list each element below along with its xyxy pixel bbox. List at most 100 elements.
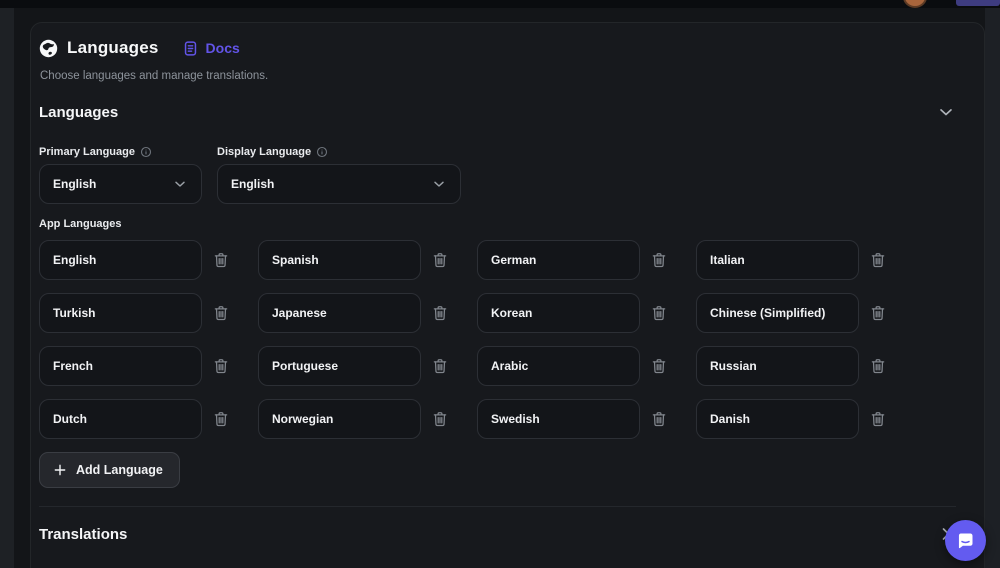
language-input[interactable]: Norwegian xyxy=(258,399,421,439)
language-input-value: Spanish xyxy=(272,253,319,267)
trash-icon xyxy=(433,359,447,374)
language-item: Chinese (Simplified) xyxy=(696,293,915,333)
trash-icon-button[interactable] xyxy=(212,250,230,270)
language-input[interactable]: French xyxy=(39,346,202,386)
docs-link[interactable]: Docs xyxy=(182,40,240,57)
page-title: Languages xyxy=(67,38,159,57)
trash-icon xyxy=(214,359,228,374)
language-item: Italian xyxy=(696,240,915,280)
language-input-value: Danish xyxy=(710,412,751,426)
chat-messenger-button[interactable] xyxy=(945,520,986,561)
right-panel-edge xyxy=(985,8,1000,568)
language-item: Korean xyxy=(477,293,696,333)
chevron-down-icon[interactable] xyxy=(936,102,956,122)
language-item: Russian xyxy=(696,346,915,386)
language-input[interactable]: Swedish xyxy=(477,399,640,439)
trash-icon-button[interactable] xyxy=(212,356,230,376)
page-header: Languages Docs xyxy=(39,36,956,60)
primary-language-value: English xyxy=(53,177,97,191)
display-language-select[interactable]: English xyxy=(217,164,461,204)
language-input[interactable]: German xyxy=(477,240,640,280)
trash-icon xyxy=(214,412,228,427)
chevron-down-icon xyxy=(431,176,447,192)
topbar-button-fragment[interactable] xyxy=(956,0,1000,6)
trash-icon-button[interactable] xyxy=(869,409,887,429)
primary-language-label-text: Primary Language xyxy=(39,146,135,158)
language-item: Swedish xyxy=(477,399,696,439)
trash-icon-button[interactable] xyxy=(650,250,668,270)
trash-icon-button[interactable] xyxy=(869,303,887,323)
language-input[interactable]: Turkish xyxy=(39,293,202,333)
language-input[interactable]: Italian xyxy=(696,240,859,280)
language-item: Arabic xyxy=(477,346,696,386)
trash-icon-button[interactable] xyxy=(431,250,449,270)
language-input-value: Korean xyxy=(491,306,533,320)
language-item: Japanese xyxy=(258,293,477,333)
language-input-value: Russian xyxy=(710,359,757,373)
language-input[interactable]: Japanese xyxy=(258,293,421,333)
display-language-label: Display Language xyxy=(217,145,461,159)
language-input[interactable]: Korean xyxy=(477,293,640,333)
translations-section-header[interactable]: Translations xyxy=(39,523,956,545)
trash-icon-button[interactable] xyxy=(431,409,449,429)
language-input[interactable]: Dutch xyxy=(39,399,202,439)
language-input-value: Chinese (Simplified) xyxy=(710,306,826,320)
section-divider xyxy=(39,506,956,507)
trash-icon-button[interactable] xyxy=(431,356,449,376)
app-languages-label: App Languages xyxy=(39,218,122,230)
add-language-button-label: Add Language xyxy=(76,463,163,477)
trash-icon xyxy=(652,359,666,374)
language-input[interactable]: Arabic xyxy=(477,346,640,386)
trash-icon-button[interactable] xyxy=(650,356,668,376)
language-input-value: Dutch xyxy=(53,412,87,426)
avatar[interactable] xyxy=(903,0,927,8)
trash-icon-button[interactable] xyxy=(869,356,887,376)
add-language-button[interactable]: Add Language xyxy=(39,452,180,488)
language-input-value: English xyxy=(53,253,97,267)
trash-icon xyxy=(871,359,885,374)
language-input[interactable]: Spanish xyxy=(258,240,421,280)
trash-icon-button[interactable] xyxy=(212,409,230,429)
trash-icon-button[interactable] xyxy=(212,303,230,323)
language-item: Portuguese xyxy=(258,346,477,386)
language-input-value: Portuguese xyxy=(272,359,339,373)
trash-icon-button[interactable] xyxy=(650,409,668,429)
trash-icon xyxy=(652,412,666,427)
info-icon[interactable] xyxy=(140,146,152,158)
language-input-value: Japanese xyxy=(272,306,327,320)
trash-icon xyxy=(433,306,447,321)
language-input-value: Arabic xyxy=(491,359,529,373)
left-panel-edge xyxy=(0,8,14,568)
language-input-value: Italian xyxy=(710,253,745,267)
languages-settings-card: Languages Docs Choose languages and mana… xyxy=(30,22,985,568)
language-input[interactable]: English xyxy=(39,240,202,280)
trash-icon-button[interactable] xyxy=(869,250,887,270)
language-item: German xyxy=(477,240,696,280)
languages-section-header[interactable]: Languages xyxy=(39,101,956,123)
language-input-value: German xyxy=(491,253,537,267)
trash-icon xyxy=(652,306,666,321)
trash-icon xyxy=(871,253,885,268)
messenger-bubble-icon xyxy=(958,533,973,549)
language-input[interactable]: Danish xyxy=(696,399,859,439)
language-input-value: Swedish xyxy=(491,412,540,426)
trash-icon-button[interactable] xyxy=(650,303,668,323)
language-input[interactable]: Portuguese xyxy=(258,346,421,386)
language-item: Dutch xyxy=(39,399,258,439)
language-item: Norwegian xyxy=(258,399,477,439)
display-language-label-text: Display Language xyxy=(217,146,312,158)
trash-icon xyxy=(433,412,447,427)
primary-language-label: Primary Language xyxy=(39,145,202,159)
language-item: French xyxy=(39,346,258,386)
plus-icon xyxy=(53,463,67,477)
language-input-value: Norwegian xyxy=(272,412,334,426)
primary-language-field: Primary Language English xyxy=(39,145,202,204)
trash-icon-button[interactable] xyxy=(431,303,449,323)
info-icon[interactable] xyxy=(316,146,328,158)
trash-icon xyxy=(871,412,885,427)
language-input[interactable]: Russian xyxy=(696,346,859,386)
languages-section-title: Languages xyxy=(39,103,119,121)
language-input[interactable]: Chinese (Simplified) xyxy=(696,293,859,333)
primary-language-select[interactable]: English xyxy=(39,164,202,204)
page-subtitle: Choose languages and manage translations… xyxy=(40,70,269,82)
